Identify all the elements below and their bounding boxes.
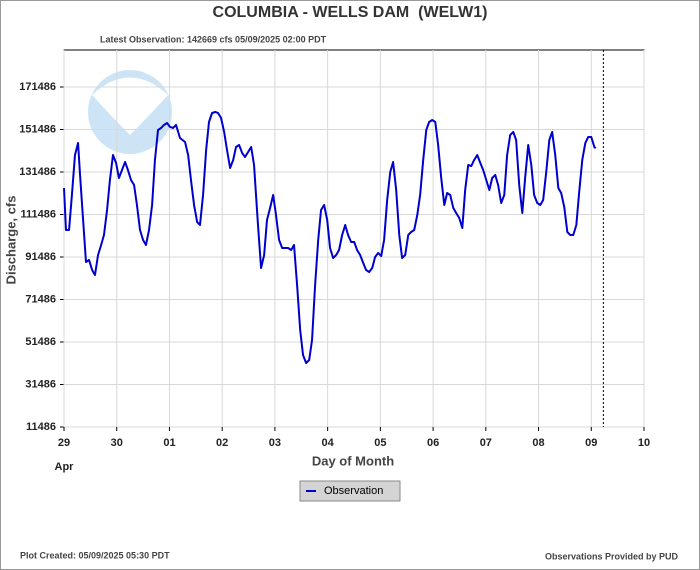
marks xyxy=(63,50,604,427)
chart-subtitle: Latest Observation: 142669 cfs 05/09/202… xyxy=(100,34,327,44)
legend-box xyxy=(299,480,401,502)
x-tick-label: 09 xyxy=(585,437,597,449)
x-tick-label: 30 xyxy=(111,437,123,449)
x-tick-label: 03 xyxy=(269,437,281,449)
grid xyxy=(60,50,645,431)
legend: Observation xyxy=(299,480,401,502)
x-tick-label: 10 xyxy=(638,437,650,449)
legend-label: Observation xyxy=(324,485,383,497)
logo-text: NOAA xyxy=(111,91,150,106)
x-month-label: Apr xyxy=(55,461,75,473)
x-tick-label: 08 xyxy=(532,437,544,449)
logo-bird xyxy=(92,77,168,135)
y-tick-label: 31486 xyxy=(25,378,56,390)
y-tick-label: 171486 xyxy=(19,81,56,93)
x-axis-label: Day of Month xyxy=(312,453,394,468)
y-tick-label: 131486 xyxy=(19,166,56,178)
y-tick-label: 151486 xyxy=(19,123,56,135)
x-tick-label: 07 xyxy=(480,437,492,449)
y-tick-label: 51486 xyxy=(25,336,56,348)
y-tick-label: 71486 xyxy=(25,293,56,305)
chart-title: COLUMBIA - WELLS DAM (WELW1) xyxy=(213,4,488,21)
plot-area xyxy=(63,49,645,428)
y-tick-label: 111486 xyxy=(21,208,57,220)
x-tick-label: 02 xyxy=(216,437,228,449)
series-line xyxy=(63,110,597,364)
logo-circle xyxy=(88,70,172,154)
y-axis-label: Discharge, cfs xyxy=(3,196,18,285)
x-tick-label: 29 xyxy=(58,437,70,449)
x-tick-label: 05 xyxy=(374,437,386,449)
x-tick-label: 06 xyxy=(427,437,439,449)
noaa-logo: NOAA xyxy=(88,70,172,154)
x-tick-label: 01 xyxy=(163,437,175,449)
footer-right: Observations Provided by PUD xyxy=(545,551,679,561)
y-tick-label: 91486 xyxy=(25,251,56,263)
footer-left: Plot Created: 05/09/2025 05:30 PDT xyxy=(20,550,170,560)
x-tick-label: 04 xyxy=(322,437,335,449)
y-tick-label: 11486 xyxy=(26,421,56,433)
